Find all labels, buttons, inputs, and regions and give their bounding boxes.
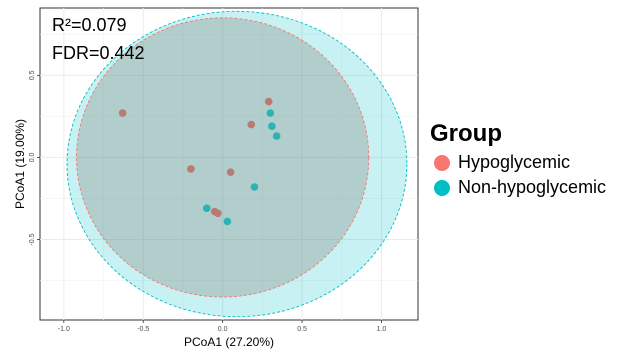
x-axis-title: PCoA1 (27.20%) bbox=[184, 335, 274, 349]
point-hypoglycemic-4 bbox=[226, 168, 235, 177]
x-tick-label: 1.0 bbox=[377, 326, 387, 333]
legend-label-non-hypoglycemic: Non-hypoglycemic bbox=[458, 177, 607, 197]
point-non-hypoglycemic-3 bbox=[250, 183, 259, 191]
legend-title: Group bbox=[430, 120, 502, 147]
point-hypoglycemic-2 bbox=[247, 120, 256, 129]
legend-key-hypoglycemic bbox=[434, 154, 450, 171]
point-non-hypoglycemic-5 bbox=[223, 217, 232, 226]
point-non-hypoglycemic-4 bbox=[202, 204, 211, 213]
point-non-hypoglycemic-1 bbox=[268, 122, 276, 131]
y-tick-label: 0.5 bbox=[29, 70, 36, 80]
x-axis-ticks: -1.0 -0.5 0.0 0.5 1.0 bbox=[58, 320, 387, 333]
legend-item-hypoglycemic: Hypoglycemic bbox=[430, 150, 606, 175]
point-non-hypoglycemic-0 bbox=[266, 109, 275, 117]
y-tick-label: -0.5 bbox=[29, 233, 36, 245]
point-hypoglycemic-0 bbox=[118, 109, 127, 117]
x-tick-label: 0.5 bbox=[297, 326, 307, 333]
point-non-hypoglycemic-2 bbox=[272, 132, 281, 140]
x-tick-label: -1.0 bbox=[58, 326, 70, 333]
ellipse-hypoglycemic bbox=[76, 17, 370, 298]
grid-lines bbox=[40, 8, 418, 320]
data-points bbox=[118, 97, 281, 226]
legend: Group Hypoglycemic Non-hypoglycemic bbox=[430, 120, 606, 200]
plot-panel bbox=[39, 7, 419, 321]
r2-annotation: R²=0.079 bbox=[52, 15, 127, 35]
legend-label-hypoglycemic: Hypoglycemic bbox=[458, 152, 571, 172]
legend-key-non-hypoglycemic bbox=[434, 179, 450, 196]
x-tick-label: 0.0 bbox=[218, 326, 228, 333]
point-hypoglycemic-1 bbox=[264, 97, 273, 106]
point-hypoglycemic-3 bbox=[187, 165, 195, 173]
y-axis-title: PCoA1 (19.00%) bbox=[13, 119, 27, 209]
y-axis-ticks: -0.5 0.0 0.5 bbox=[29, 70, 40, 246]
ellipse-non-hypoglycemic bbox=[66, 10, 408, 318]
x-tick-label: -0.5 bbox=[137, 326, 149, 333]
confidence-ellipses bbox=[66, 10, 408, 318]
fdr-annotation: FDR=0.442 bbox=[52, 43, 145, 63]
legend-item-non-hypoglycemic: Non-hypoglycemic bbox=[430, 175, 606, 200]
point-hypoglycemic-6 bbox=[214, 209, 222, 218]
y-tick-label: 0.0 bbox=[29, 152, 36, 162]
